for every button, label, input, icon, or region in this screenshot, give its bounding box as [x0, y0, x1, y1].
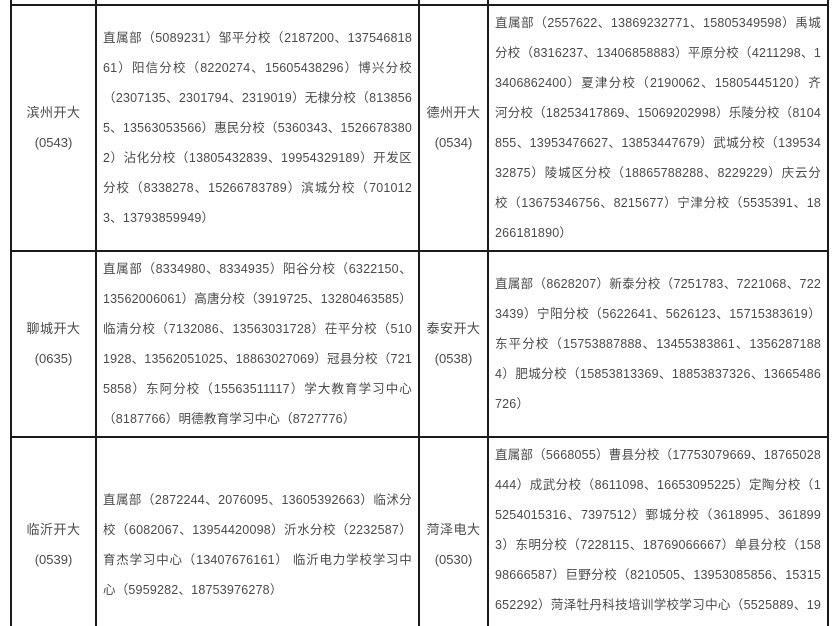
table-row-liaocheng-taian: 聊城开大 (0635) 直属部（8334980、8334935）阳谷分校（632… [10, 250, 829, 438]
branch-contacts-cell: 直属部（5668055）曹县分校（17753079669、18765028444… [487, 436, 829, 626]
empty-cell [95, 0, 420, 6]
empty-cell [10, 0, 97, 6]
contact-table: 滨州开大 (0543) 直属部（5089231）邹平分校（2187200、137… [10, 0, 829, 626]
partial-row-top [10, 0, 829, 6]
area-code: (0539) [34, 552, 73, 567]
university-name-cell: 菏泽电大 (0530) [418, 436, 489, 626]
area-code: (0534) [434, 135, 473, 150]
table-row-binzhou-dezhou: 滨州开大 (0543) 直属部（5089231）邹平分校（2187200、137… [10, 4, 829, 252]
university-name: 临沂开大 [26, 522, 81, 537]
branch-contacts: 直属部（2557622、13869232771、15805349598）禹城分校… [495, 16, 821, 240]
university-name-cell: 聊城开大 (0635) [10, 250, 97, 438]
area-code: (0530) [434, 552, 473, 567]
branch-contacts-cell: 直属部（8628207）新泰分校（7251783、7221068、7223439… [487, 250, 829, 438]
university-name: 泰安开大 [426, 321, 481, 336]
university-name-cell: 泰安开大 (0538) [418, 250, 489, 438]
university-name-cell: 德州开大 (0534) [418, 4, 489, 252]
empty-cell [418, 0, 489, 6]
branch-contacts: 直属部（8628207）新泰分校（7251783、7221068、7223439… [495, 277, 821, 411]
area-code: (0635) [34, 351, 73, 366]
university-name-cell: 滨州开大 (0543) [10, 4, 97, 252]
university-name: 滨州开大 [26, 105, 81, 120]
empty-cell [487, 0, 829, 6]
branch-contacts-cell: 直属部（2872244、2076095、13605392663）临沭分校（608… [95, 436, 420, 626]
university-name: 德州开大 [426, 105, 481, 120]
branch-contacts-cell: 直属部（5089231）邹平分校（2187200、13754681861）阳信分… [95, 4, 420, 252]
branch-contacts: 直属部（5089231）邹平分校（2187200、13754681861）阳信分… [103, 31, 413, 225]
branch-contacts: 直属部（8334980、8334935）阳谷分校（6322150、1356200… [103, 262, 413, 426]
table-row-linyi-heze: 临沂开大 (0539) 直属部（2872244、2076095、13605392… [10, 436, 829, 626]
branch-contacts: 直属部（5668055）曹县分校（17753079669、18765028444… [495, 448, 821, 612]
branch-contacts: 直属部（2872244、2076095、13605392663）临沭分校（608… [103, 493, 412, 597]
area-code: (0543) [34, 135, 73, 150]
branch-contacts-cell: 直属部（2557622、13869232771、15805349598）禹城分校… [487, 4, 829, 252]
university-name: 聊城开大 [26, 321, 81, 336]
university-name-cell: 临沂开大 (0539) [10, 436, 97, 626]
branch-contacts-cell: 直属部（8334980、8334935）阳谷分校（6322150、1356200… [95, 250, 420, 438]
university-name: 菏泽电大 [426, 522, 481, 537]
area-code: (0538) [434, 351, 473, 366]
